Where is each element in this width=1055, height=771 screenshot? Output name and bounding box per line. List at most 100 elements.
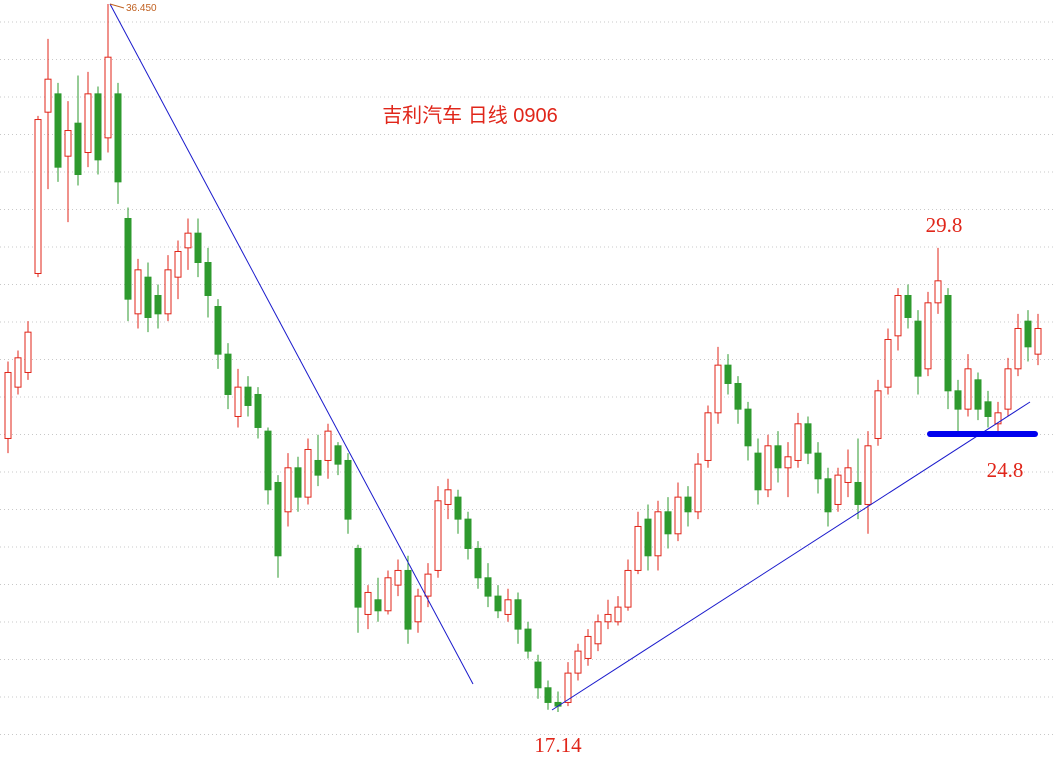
candle-body	[824, 478, 832, 513]
candle-body	[584, 635, 592, 659]
candle-body	[574, 650, 582, 674]
candle-body	[404, 569, 412, 630]
candle-body	[184, 232, 192, 249]
candle-body	[594, 621, 602, 645]
candle-body	[864, 445, 872, 505]
candle-body	[804, 423, 812, 454]
candle-body	[254, 393, 262, 428]
candle-body	[944, 294, 952, 392]
peak-label: 36.450	[126, 3, 157, 14]
candle-body	[334, 445, 342, 465]
candle-body	[274, 481, 282, 557]
candle-body	[984, 401, 992, 417]
candle-body	[244, 386, 252, 406]
candle-body	[164, 269, 172, 315]
candle-body	[474, 547, 482, 579]
candle-body	[384, 577, 392, 612]
candle-body	[834, 474, 842, 505]
candle-body	[174, 251, 182, 278]
candle-body	[664, 511, 672, 535]
candle-body	[854, 481, 862, 505]
candle-body	[884, 338, 892, 388]
candle-body	[1034, 327, 1042, 355]
candle-body	[154, 294, 162, 315]
candle-body	[904, 294, 912, 318]
candle-body	[44, 78, 52, 113]
candle-body	[144, 276, 152, 318]
candle-body	[394, 569, 402, 586]
candle-body	[464, 518, 472, 549]
candle-body	[454, 496, 462, 520]
candle-body	[874, 390, 882, 439]
candle-body	[414, 595, 422, 623]
candle-body	[564, 672, 572, 703]
candle-body	[314, 459, 322, 476]
candle-body	[34, 119, 42, 274]
candle-body	[964, 368, 972, 410]
candle-body	[264, 430, 272, 491]
candle-body	[94, 93, 102, 161]
trend-line-up	[551, 401, 1031, 711]
candle-body	[534, 661, 542, 689]
candle-body	[374, 599, 382, 612]
candle-body	[324, 430, 332, 461]
candle-body	[4, 371, 12, 439]
candle-body	[764, 445, 772, 491]
candle-body	[294, 467, 302, 498]
candle-body	[354, 547, 362, 608]
candle-body	[784, 456, 792, 469]
candle-body	[654, 511, 662, 557]
candle-body	[114, 93, 122, 183]
candle-body	[64, 130, 72, 157]
candle-body	[14, 357, 22, 388]
candle-body	[284, 467, 292, 513]
candle-body	[544, 687, 552, 703]
candles	[4, 4, 1042, 712]
candle-body	[214, 305, 222, 355]
candle-body	[504, 599, 512, 615]
candle-body	[684, 496, 692, 513]
high-label: 29.8	[926, 213, 963, 237]
chart-title: 吉利汽车 日线 0906	[382, 104, 558, 127]
candle-body	[644, 518, 652, 557]
candle-body	[434, 500, 442, 571]
candle-body	[84, 93, 92, 154]
candle-body	[734, 382, 742, 410]
candle-body	[934, 280, 942, 304]
candle-body	[204, 261, 212, 296]
low-label: 17.14	[534, 733, 582, 757]
candle-body	[844, 467, 852, 483]
candle-body	[424, 573, 432, 597]
candle-body	[994, 412, 1002, 425]
candle-body	[694, 463, 702, 513]
candle-body	[194, 232, 202, 263]
candle-body	[754, 452, 762, 491]
candle-body	[954, 390, 962, 410]
candle-body	[894, 294, 902, 337]
candle-body	[304, 448, 312, 498]
candle-body	[814, 452, 822, 480]
candle-body	[364, 591, 372, 615]
candle-body	[74, 122, 82, 176]
candle-body	[794, 423, 802, 461]
candle-body	[674, 496, 682, 535]
candle-body	[914, 320, 922, 377]
candle-body	[234, 386, 242, 417]
candle-body	[714, 364, 722, 414]
trend-line-down	[109, 3, 474, 685]
candle-body	[124, 218, 132, 300]
candle-body	[774, 445, 782, 469]
candle-body	[974, 379, 982, 410]
support-label: 24.8	[987, 458, 1024, 482]
candle-body	[1024, 320, 1032, 348]
candle-body	[1014, 327, 1022, 370]
candle-body	[104, 56, 112, 139]
candle-body	[604, 613, 612, 623]
candle-body	[624, 569, 632, 608]
candle-body	[344, 459, 352, 520]
candle-body	[444, 489, 452, 505]
peak-pointer	[109, 3, 125, 9]
candle-body	[924, 302, 932, 370]
candle-body	[484, 577, 492, 597]
